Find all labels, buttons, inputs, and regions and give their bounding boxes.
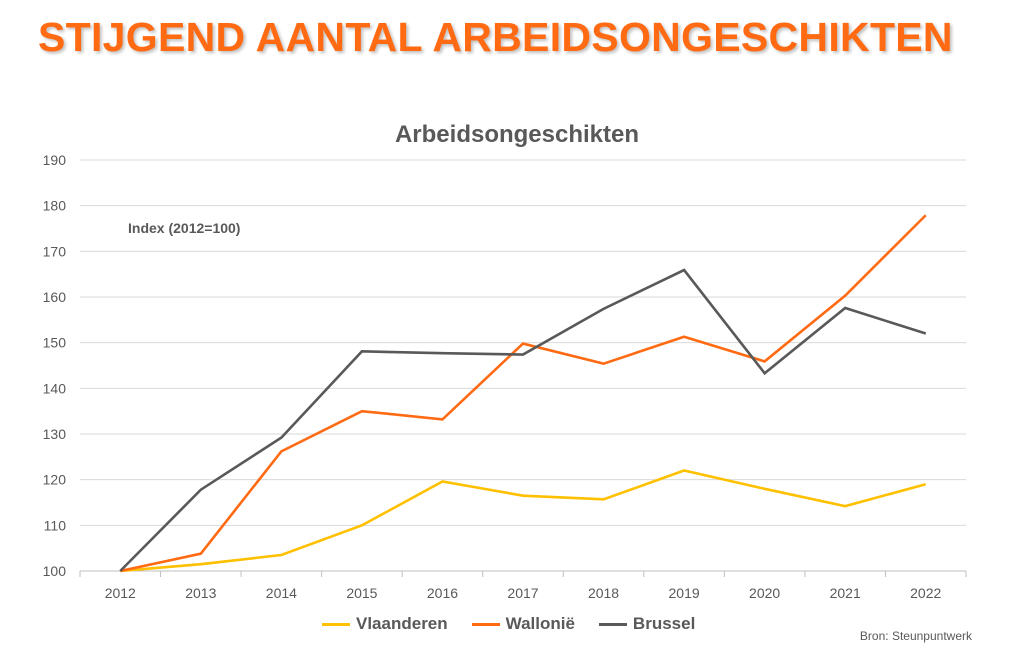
x-tick-label: 2021: [830, 585, 861, 601]
legend-label: Wallonië: [505, 614, 575, 633]
chart-title: Arbeidsongeschikten: [395, 121, 639, 148]
y-tick-label: 170: [43, 243, 67, 259]
x-tick-label: 2016: [427, 585, 458, 601]
source-note: Bron: Steunpuntwerk: [859, 629, 972, 643]
y-tick-label: 180: [43, 198, 67, 214]
legend-swatch: [598, 622, 627, 626]
series-line-vlaanderen: [120, 469, 927, 573]
y-tick-label: 190: [43, 152, 67, 168]
series-line-wallonie: [119, 214, 927, 573]
x-tick-label: 2018: [588, 585, 619, 601]
legend-item-brussel: Brussel: [598, 614, 696, 634]
x-tick-label: 2019: [669, 585, 700, 601]
y-tick-label: 160: [43, 289, 67, 305]
x-tick-label: 2012: [105, 585, 136, 601]
legend-item-vlaanderen: Vlaanderen: [322, 614, 448, 634]
y-tick-label: 150: [43, 335, 67, 351]
headline: STIJGEND AANTAL ARBEIDSONGESCHIKTEN: [38, 14, 953, 60]
x-tick-label: 2017: [507, 585, 538, 601]
series-line-brussel: [119, 268, 927, 572]
x-tick-label: 2015: [346, 585, 377, 601]
x-tick-label: 2022: [910, 585, 941, 601]
x-tick-label: 2020: [749, 585, 780, 601]
y-tick-label: 110: [44, 517, 67, 533]
legend-label: Brussel: [632, 614, 696, 633]
y-tick-label: 130: [43, 426, 67, 442]
legend-item-wallonie: Wallonië: [471, 614, 575, 634]
y-tick-label: 100: [43, 563, 67, 579]
index-annotation: Index (2012=100): [128, 220, 240, 236]
legend-label: Vlaanderen: [356, 614, 448, 633]
y-tick-label: 140: [43, 380, 67, 396]
legend-swatch: [322, 622, 350, 626]
legend: Vlaanderen Wallonië Brussel: [322, 614, 695, 634]
y-tick-label: 120: [43, 472, 67, 488]
x-tick-label: 2013: [185, 585, 216, 601]
x-tick-label: 2014: [266, 585, 297, 601]
legend-swatch: [471, 622, 500, 626]
